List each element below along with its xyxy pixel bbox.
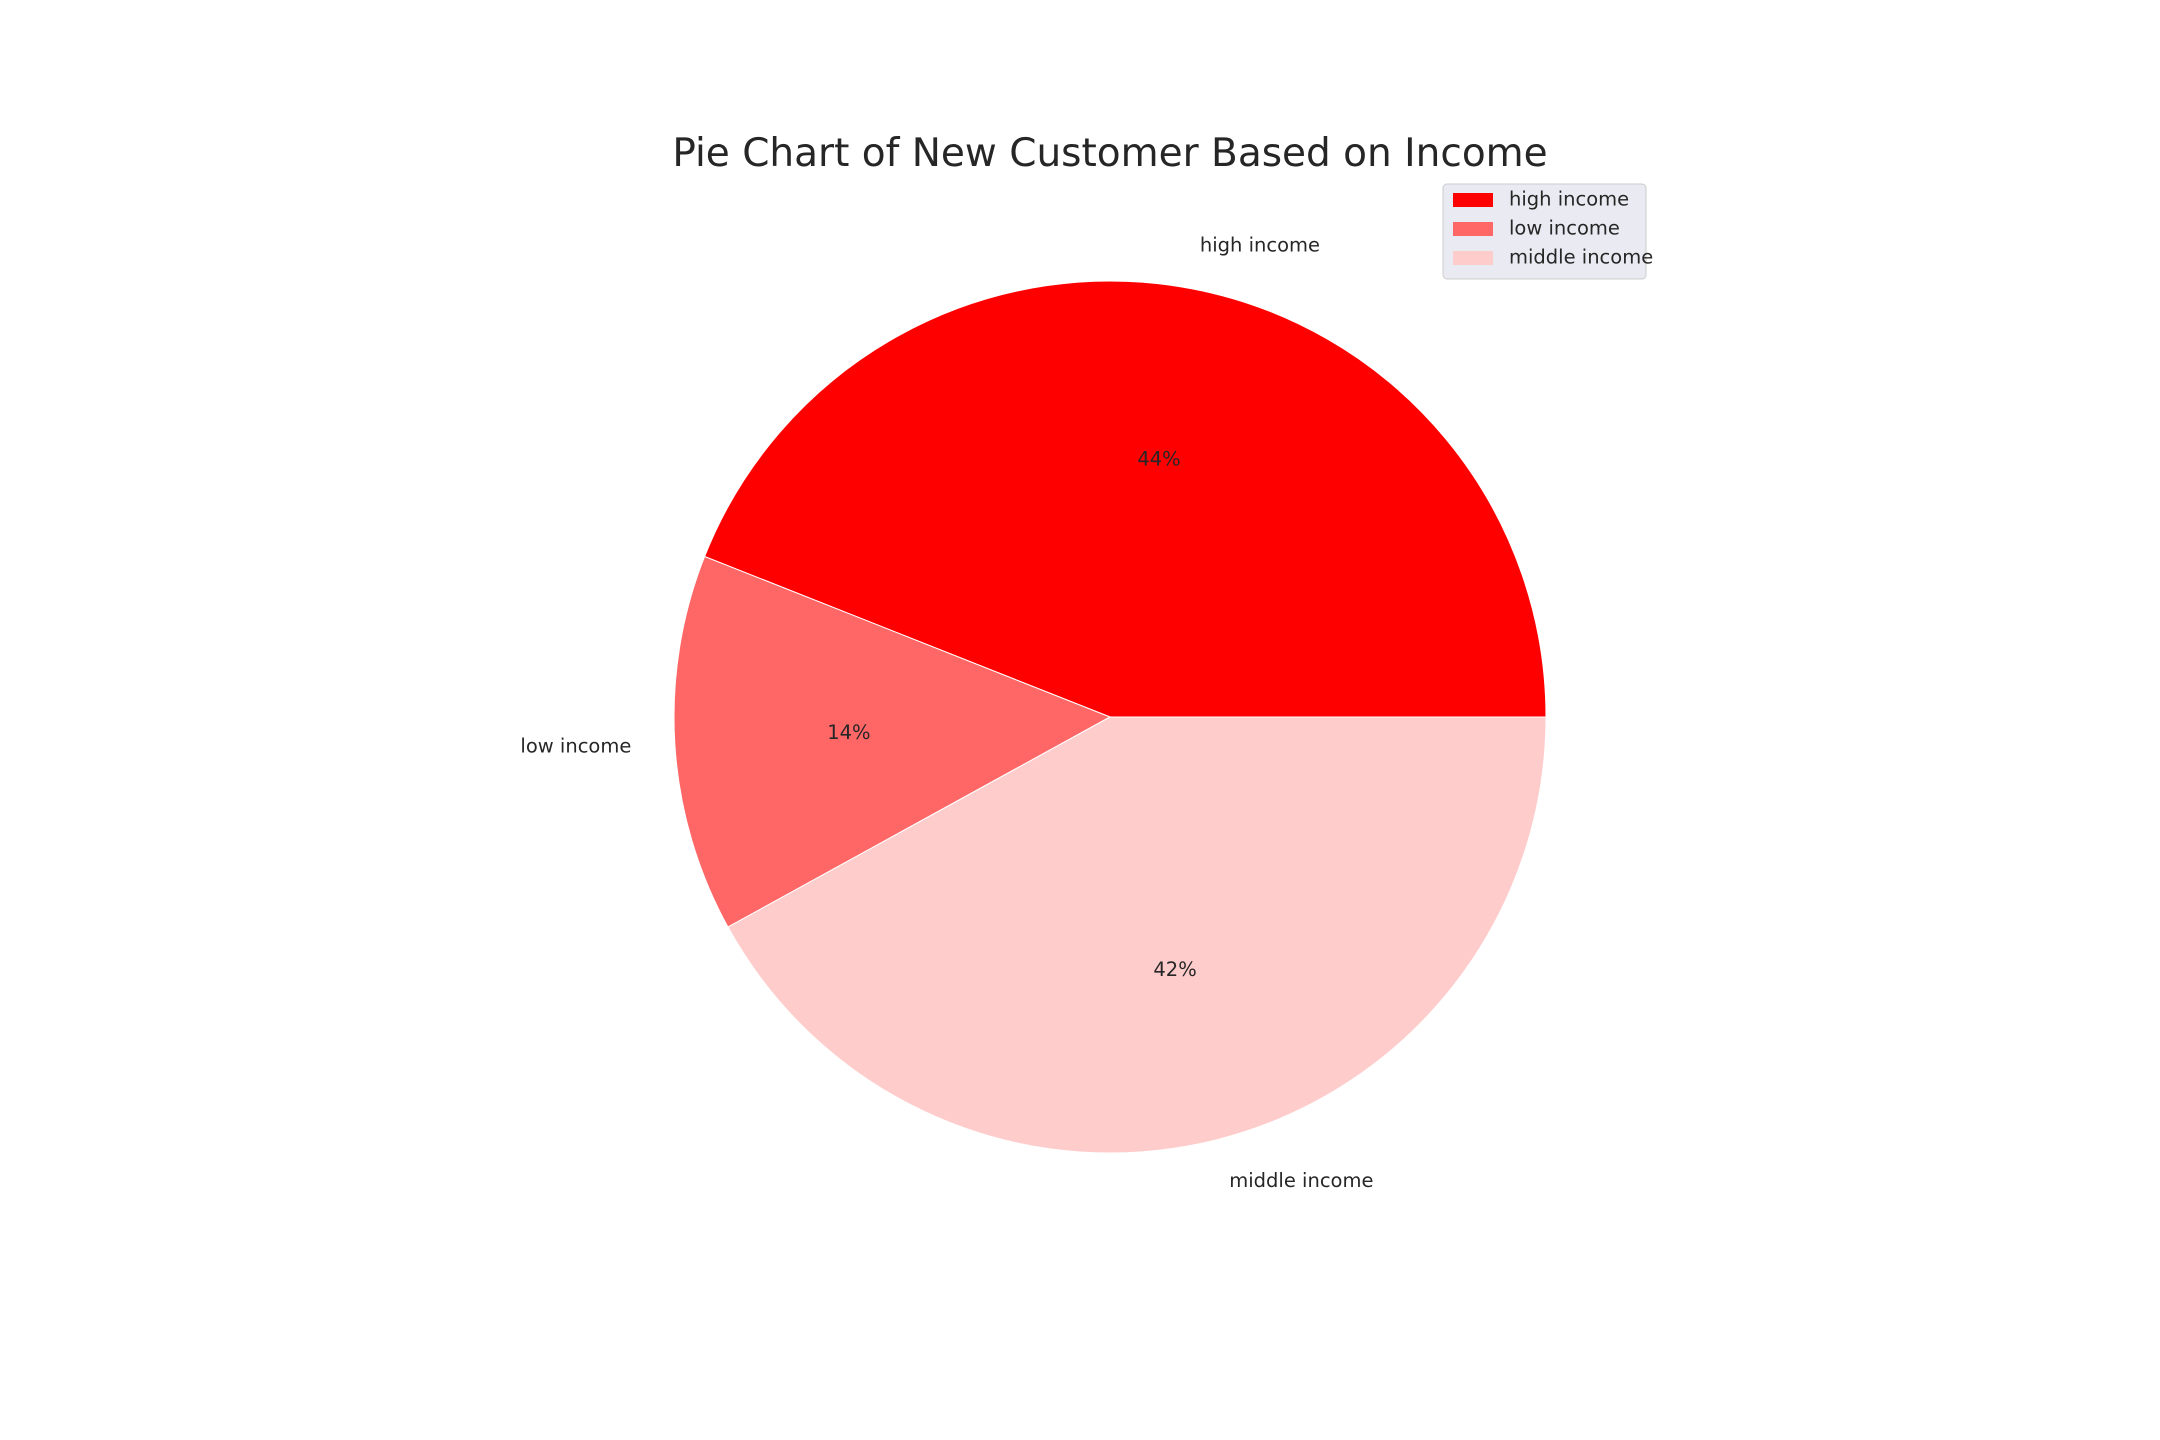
percent-label-low-income: 14% xyxy=(827,721,870,744)
percent-label-high-income: 44% xyxy=(1137,448,1180,471)
pie-slices xyxy=(673,280,1547,1154)
percent-label-middle-income: 42% xyxy=(1153,958,1196,981)
legend-frame xyxy=(1442,183,1647,280)
chart-title: Pie Chart of New Customer Based on Incom… xyxy=(672,131,1547,176)
pie-slice-high-income xyxy=(703,280,1547,718)
legend: high income low income middle income xyxy=(1442,183,1653,280)
legend-label-high-income: high income xyxy=(1509,188,1629,211)
legend-swatch-high-income xyxy=(1453,193,1493,207)
pie-slice-low-income xyxy=(673,555,1112,928)
pie-slice-middle-income xyxy=(727,716,1547,1154)
slice-label-middle-income: middle income xyxy=(1229,1169,1373,1192)
pie-slice-labels: high income low income middle income xyxy=(520,233,1373,1192)
legend-swatch-low-income xyxy=(1453,222,1493,236)
legend-swatch-middle-income xyxy=(1453,251,1493,265)
pie-percent-labels: 44% 14% 42% xyxy=(827,448,1196,981)
legend-label-middle-income: middle income xyxy=(1509,246,1653,269)
legend-label-low-income: low income xyxy=(1509,217,1620,240)
slice-label-high-income: high income xyxy=(1200,233,1320,256)
slice-label-low-income: low income xyxy=(520,735,631,758)
